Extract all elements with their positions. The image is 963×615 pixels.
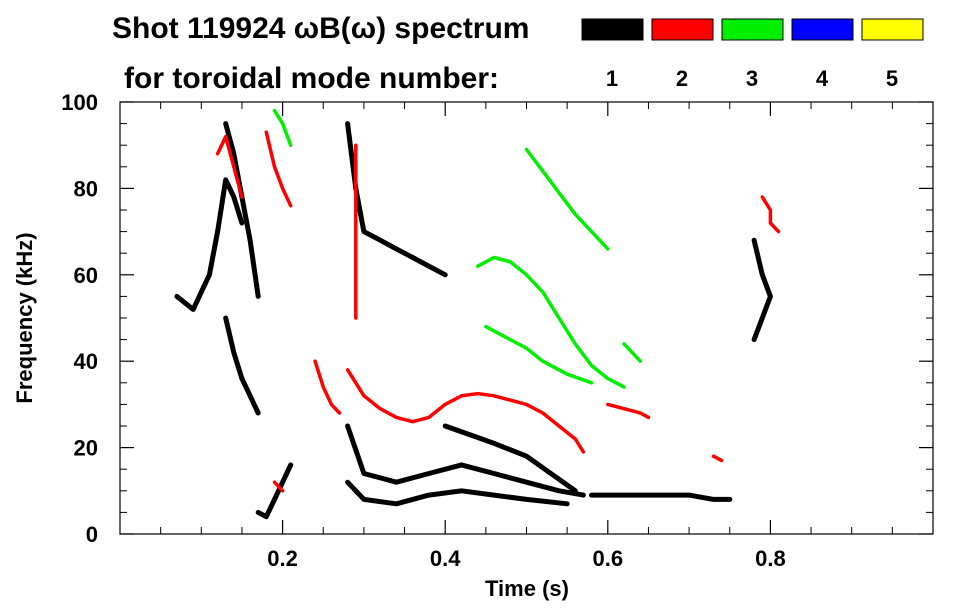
mode-2-feature-7 — [272, 480, 285, 493]
legend-swatch-1 — [581, 18, 644, 41]
mode-3-feature-3 — [484, 324, 594, 385]
legend-label-4: 4 — [816, 66, 829, 91]
x-axis-label: Time (s) — [485, 576, 569, 601]
mode-1-feature-9 — [751, 237, 773, 343]
mode-1-feature-0 — [174, 177, 245, 312]
axis-ticks: 0 20 40 60 80 100 0.2 0.4 0.6 0.8 — [61, 90, 933, 571]
y-tick-label: 80 — [74, 176, 98, 201]
mode-3-feature-0 — [272, 108, 293, 147]
mode-2-feature-4 — [345, 368, 586, 454]
mode-1-feature-6 — [345, 479, 570, 507]
legend-swatch-2 — [651, 18, 714, 41]
mode-1-feature-5 — [345, 423, 586, 498]
x-tick-label: 0.2 — [267, 546, 298, 571]
legend-swatch-5 — [861, 18, 924, 41]
legend-label-5: 5 — [886, 66, 898, 91]
data-layer — [174, 108, 781, 520]
mode-2-feature-6 — [760, 195, 781, 234]
y-tick-label: 20 — [74, 436, 98, 461]
mode-3-feature-1 — [524, 147, 610, 251]
mode-3-feature-2 — [475, 255, 626, 389]
y-tick-label: 60 — [74, 263, 98, 288]
chart-title: Shot 119924 ωB(ω) spectrum — [112, 12, 529, 45]
plot-frame — [119, 101, 934, 535]
mode-2-feature-1 — [264, 130, 293, 208]
x-tick-label: 0.6 — [593, 546, 624, 571]
y-axis-label: Frequency (kHz) — [12, 232, 37, 403]
x-tick-label: 0.4 — [430, 546, 461, 571]
y-tick-label: 100 — [61, 90, 98, 115]
mode-2-feature-5 — [606, 402, 651, 420]
y-tick-label: 40 — [74, 349, 98, 374]
legend-label-2: 2 — [676, 66, 688, 91]
mode-2-feature-0 — [215, 134, 244, 199]
mode-1-feature-3 — [255, 462, 294, 520]
legend-swatch-3 — [721, 18, 784, 41]
legend-label-1: 1 — [606, 66, 618, 91]
x-tick-label: 0.8 — [755, 546, 786, 571]
legend-title: for toroidal mode number: — [124, 62, 499, 95]
legend: 1 2 3 4 5 — [581, 18, 924, 91]
mode-1-feature-8 — [589, 492, 733, 502]
y-tick-label: 0 — [86, 522, 98, 547]
mode-1-feature-7 — [442, 423, 578, 494]
mode-2-feature-8 — [711, 454, 724, 463]
legend-swatch-4 — [791, 18, 854, 41]
mode-3-feature-4 — [622, 342, 643, 363]
legend-label-3: 3 — [746, 66, 758, 91]
mode-2-feature-2 — [313, 359, 342, 415]
mode-1-feature-2 — [223, 315, 261, 416]
mode-1-feature-4 — [345, 121, 448, 278]
